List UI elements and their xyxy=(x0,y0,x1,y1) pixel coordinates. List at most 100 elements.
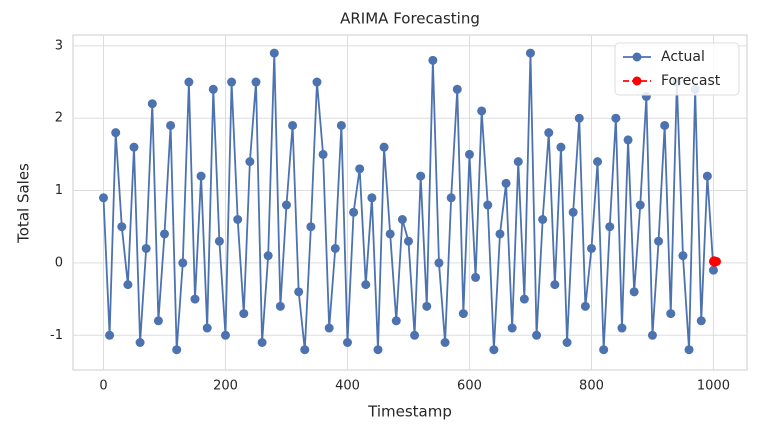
point xyxy=(464,149,474,159)
legend: Actual Forecast xyxy=(614,42,740,96)
point xyxy=(605,222,615,232)
point xyxy=(489,345,499,355)
point xyxy=(373,345,383,355)
point xyxy=(666,309,676,319)
point xyxy=(440,338,450,348)
point xyxy=(349,207,359,217)
point xyxy=(660,120,670,130)
point xyxy=(288,120,298,130)
point xyxy=(416,171,426,181)
point xyxy=(190,294,200,304)
point xyxy=(300,345,310,355)
point xyxy=(184,77,194,87)
point xyxy=(617,323,627,333)
point xyxy=(712,256,722,266)
point xyxy=(568,207,578,217)
point xyxy=(324,323,334,333)
point xyxy=(123,280,133,290)
x-tick-label: 400 xyxy=(335,379,360,394)
point xyxy=(172,345,182,355)
point xyxy=(611,113,621,123)
point xyxy=(251,77,261,87)
point xyxy=(544,128,554,138)
point xyxy=(135,338,145,348)
point xyxy=(696,316,706,326)
point xyxy=(105,330,115,340)
point xyxy=(294,287,304,297)
point xyxy=(410,330,420,340)
point xyxy=(483,200,493,210)
point xyxy=(342,338,352,348)
point xyxy=(708,265,718,275)
point xyxy=(233,215,243,225)
point xyxy=(452,84,462,94)
point xyxy=(599,345,609,355)
point xyxy=(208,84,218,94)
point xyxy=(532,330,542,340)
point xyxy=(330,243,340,253)
point xyxy=(538,215,548,225)
point xyxy=(684,345,694,355)
point xyxy=(513,157,523,167)
x-tick-label: 200 xyxy=(213,379,238,394)
point xyxy=(678,251,688,261)
point xyxy=(580,301,590,311)
point xyxy=(428,55,438,65)
point xyxy=(166,120,176,130)
point xyxy=(635,200,645,210)
point xyxy=(403,236,413,246)
point xyxy=(257,338,267,348)
x-axis-label: Timestamp xyxy=(367,403,452,421)
point xyxy=(446,193,456,203)
plot xyxy=(98,48,722,355)
legend-marker xyxy=(632,52,642,62)
point xyxy=(593,157,603,167)
point xyxy=(495,229,505,239)
y-tick-label: 3 xyxy=(55,38,63,53)
point xyxy=(556,142,566,152)
point xyxy=(318,149,328,159)
legend-label: Actual xyxy=(661,49,705,65)
point xyxy=(227,77,237,87)
point xyxy=(245,157,255,167)
point xyxy=(385,229,395,239)
point xyxy=(525,48,535,58)
point xyxy=(574,113,584,123)
y-tick-label: 2 xyxy=(55,111,63,126)
point xyxy=(141,243,151,253)
x-tick-label: 0 xyxy=(99,379,107,394)
point xyxy=(129,142,139,152)
point xyxy=(196,171,206,181)
point xyxy=(458,309,468,319)
point xyxy=(434,258,444,268)
point xyxy=(312,77,322,87)
point xyxy=(629,287,639,297)
point xyxy=(550,280,560,290)
x-tick-label: 600 xyxy=(457,379,482,394)
y-tick-label: -1 xyxy=(50,328,63,343)
point xyxy=(361,280,371,290)
point xyxy=(519,294,529,304)
point xyxy=(647,330,657,340)
y-tick-label: 1 xyxy=(55,183,63,198)
point xyxy=(397,215,407,225)
point xyxy=(111,128,121,138)
y-axis-label: Total Sales xyxy=(15,163,33,244)
point xyxy=(507,323,517,333)
point xyxy=(117,222,127,232)
legend-box xyxy=(614,42,740,96)
point xyxy=(147,99,157,109)
point xyxy=(239,309,249,319)
point xyxy=(275,301,285,311)
point xyxy=(220,330,230,340)
point xyxy=(471,272,481,282)
legend-marker xyxy=(632,76,642,86)
legend-label: Forecast xyxy=(661,73,721,89)
point xyxy=(214,236,224,246)
point xyxy=(477,106,487,116)
point xyxy=(379,142,389,152)
chart-title: ARIMA Forecasting xyxy=(340,10,480,28)
point xyxy=(355,164,365,174)
y-tick-label: 0 xyxy=(55,255,63,270)
